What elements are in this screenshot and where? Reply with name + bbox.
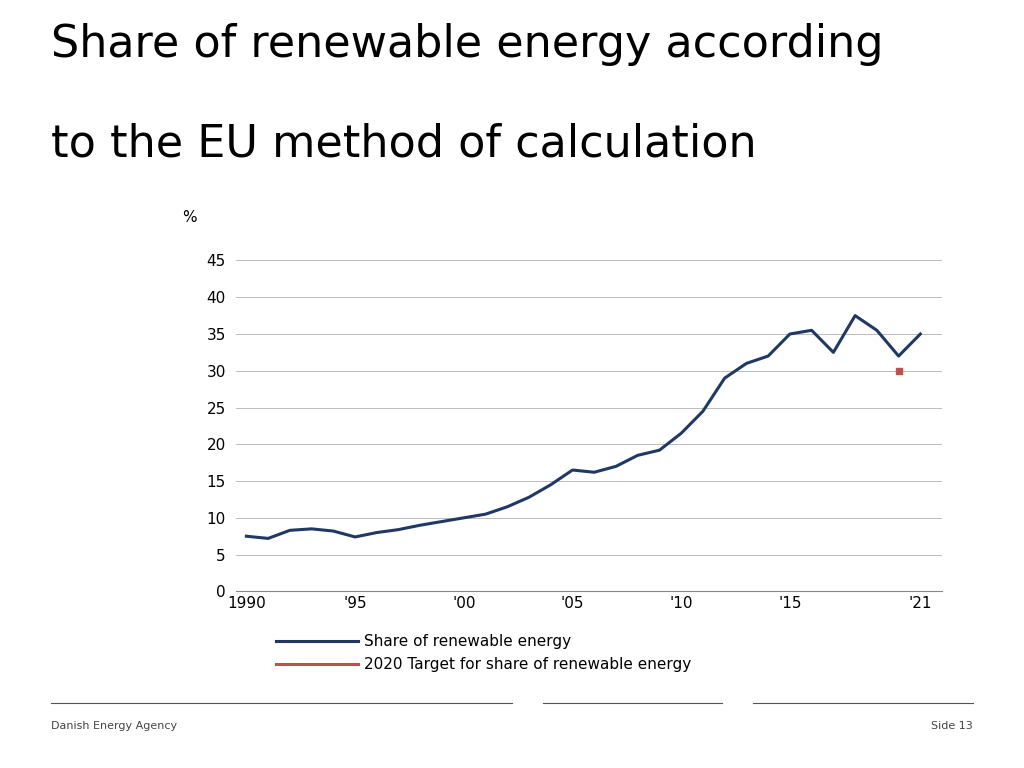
Text: 2020 Target for share of renewable energy: 2020 Target for share of renewable energ… [364, 657, 691, 672]
Text: Side 13: Side 13 [931, 720, 973, 731]
Text: Share of renewable energy according: Share of renewable energy according [51, 23, 884, 66]
Text: Danish Energy Agency: Danish Energy Agency [51, 720, 177, 731]
Text: Share of renewable energy: Share of renewable energy [364, 634, 570, 649]
Text: to the EU method of calculation: to the EU method of calculation [51, 123, 757, 166]
Text: %: % [182, 210, 198, 225]
